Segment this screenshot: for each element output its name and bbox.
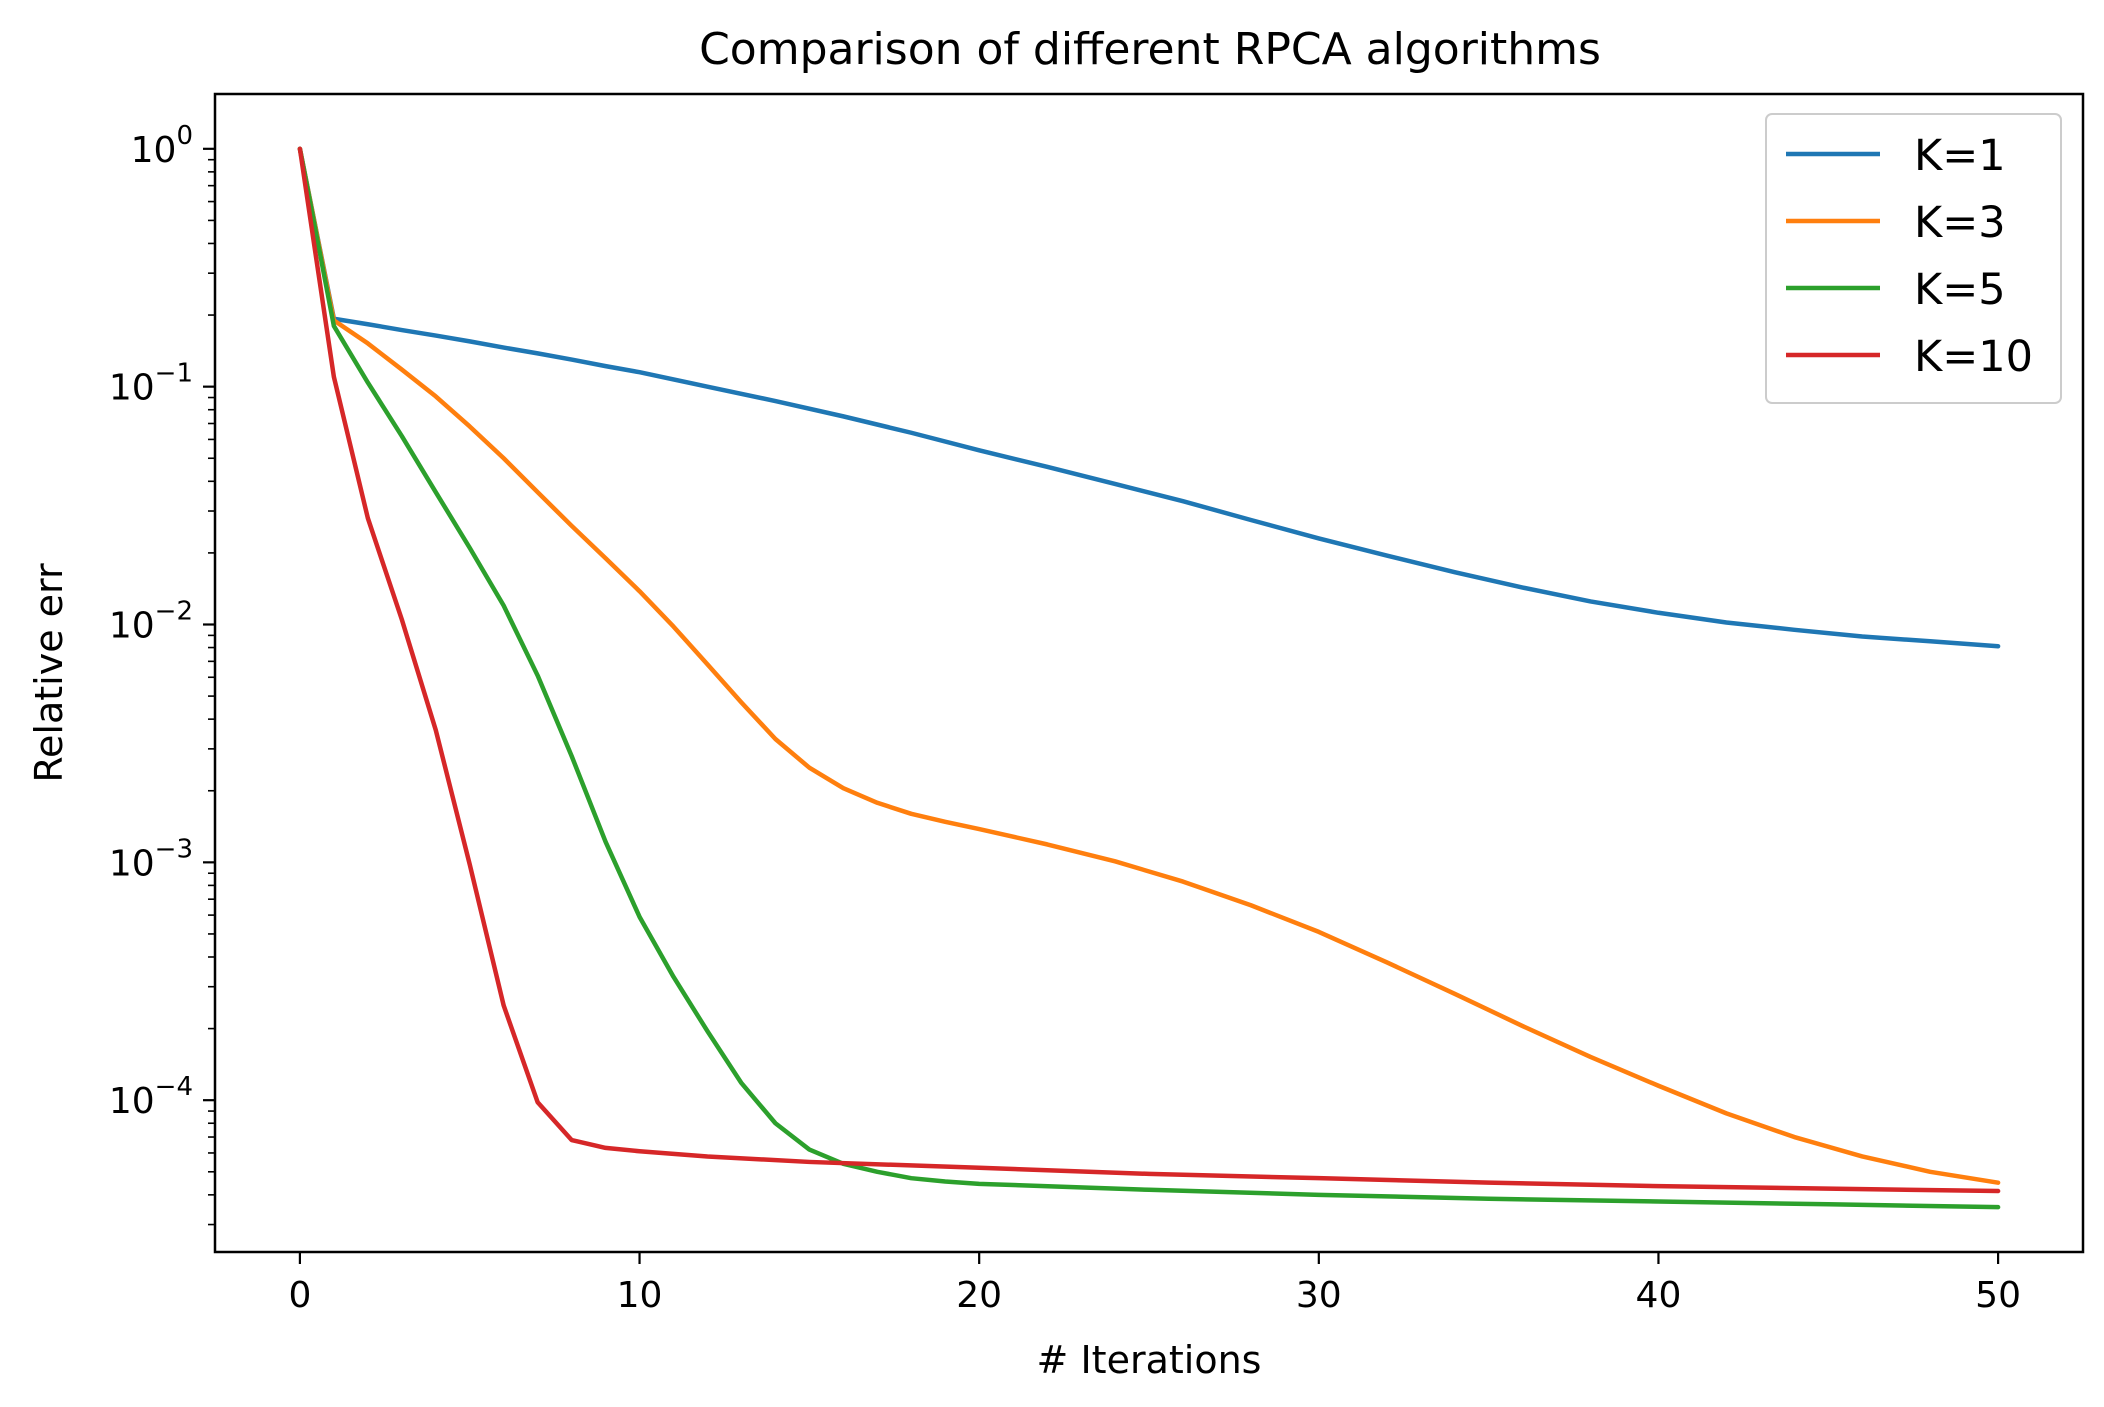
y-tick-exponent: −2 xyxy=(155,597,193,627)
y-tick-exponent: −3 xyxy=(155,834,193,864)
y-tick-label: 10−4 xyxy=(109,1072,193,1122)
x-axis-label: # Iterations xyxy=(1037,1338,1262,1382)
y-tick-exponent: −4 xyxy=(155,1072,193,1102)
x-tick-label: 10 xyxy=(617,1275,663,1316)
legend-label: K=3 xyxy=(1914,198,2006,248)
y-tick-exponent: −1 xyxy=(155,359,193,389)
x-tick-label: 30 xyxy=(1296,1275,1342,1316)
y-tick-base: 10 xyxy=(109,843,155,884)
series-line-k-5 xyxy=(297,146,2001,1210)
y-tick-base: 10 xyxy=(109,606,155,647)
y-axis-label: Relative err xyxy=(27,563,71,783)
plot-area-frame xyxy=(213,92,2085,1254)
y-tick-base: 10 xyxy=(109,368,155,409)
legend: K=1 K=3 K=5 K=10 xyxy=(1765,113,2062,404)
legend-label: K=5 xyxy=(1914,265,2006,315)
x-tick-label: 50 xyxy=(1975,1275,2021,1316)
x-tick-label: 0 xyxy=(288,1275,311,1316)
series-line-k-10 xyxy=(297,146,2001,1194)
y-tick-exponent: 0 xyxy=(176,121,193,151)
legend-label: K=10 xyxy=(1914,332,2033,382)
x-axis-ticks: 0 10 20 30 40 50 xyxy=(288,1252,2021,1316)
legend-label: K=1 xyxy=(1914,131,2006,181)
chart-title: Comparison of different RPCA algorithms xyxy=(699,24,1601,75)
y-tick-label: 10−3 xyxy=(109,834,193,884)
y-tick-label: 10−2 xyxy=(109,597,193,647)
plot-lines xyxy=(297,146,2001,1210)
x-tick-label: 20 xyxy=(956,1275,1002,1316)
series-line-k-3 xyxy=(297,146,2001,1185)
legend-box xyxy=(1765,113,2062,404)
y-tick-base: 10 xyxy=(109,1081,155,1122)
y-tick-base: 10 xyxy=(131,130,177,171)
series-line-k-1 xyxy=(297,146,2001,649)
y-tick-label: 100 xyxy=(131,121,193,171)
y-tick-label: 10−1 xyxy=(109,359,193,409)
x-tick-label: 40 xyxy=(1636,1275,1682,1316)
